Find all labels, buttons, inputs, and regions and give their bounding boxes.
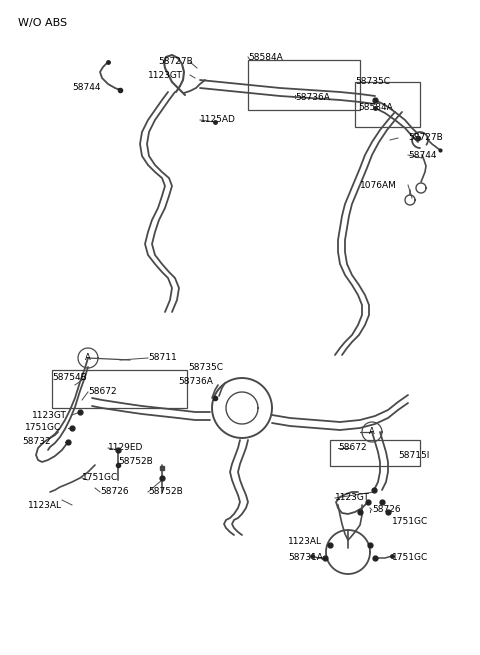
Text: 1123GT: 1123GT	[32, 411, 67, 419]
Text: 58584A: 58584A	[248, 52, 283, 62]
Text: 58736A: 58736A	[178, 377, 213, 386]
Text: 58735C: 58735C	[355, 77, 390, 86]
Text: 58715I: 58715I	[398, 451, 430, 460]
Text: 1751GC: 1751GC	[82, 474, 118, 483]
Text: 58672: 58672	[338, 443, 367, 453]
Text: 1751GC: 1751GC	[392, 553, 428, 563]
Text: 58754B: 58754B	[52, 373, 87, 383]
Text: 1123GT: 1123GT	[335, 493, 370, 502]
Text: A: A	[369, 428, 375, 436]
Text: W/O ABS: W/O ABS	[18, 18, 67, 28]
Text: 58727B: 58727B	[158, 58, 193, 67]
Text: 58735C: 58735C	[188, 364, 223, 373]
Text: 1125AD: 1125AD	[200, 115, 236, 124]
Text: 58732: 58732	[22, 438, 50, 447]
Text: 58711: 58711	[148, 354, 177, 362]
Text: 1129ED: 1129ED	[108, 443, 144, 453]
Bar	[355, 82, 420, 127]
Text: 58744: 58744	[72, 83, 100, 92]
Text: 58736A: 58736A	[295, 94, 330, 102]
Text: 1076AM: 1076AM	[360, 181, 397, 189]
Text: 1751GC: 1751GC	[25, 424, 61, 432]
Text: 1123GT: 1123GT	[148, 71, 183, 79]
Text: 58726: 58726	[100, 487, 129, 496]
Text: 1751GC: 1751GC	[392, 517, 428, 527]
Text: 58752B: 58752B	[118, 457, 153, 466]
Bar	[248, 60, 360, 110]
Text: 58672: 58672	[88, 388, 117, 396]
Bar	[52, 370, 187, 408]
Text: 58584A: 58584A	[358, 103, 393, 113]
Text: 58744: 58744	[408, 151, 436, 160]
Text: 58752B: 58752B	[148, 487, 183, 496]
Text: 1123AL: 1123AL	[28, 500, 62, 510]
Text: 1123AL: 1123AL	[288, 538, 322, 546]
Text: A: A	[85, 354, 91, 362]
Text: 58727B: 58727B	[408, 134, 443, 143]
Text: 58731A: 58731A	[288, 553, 323, 563]
Text: 58726: 58726	[372, 506, 401, 514]
Bar	[330, 440, 420, 466]
